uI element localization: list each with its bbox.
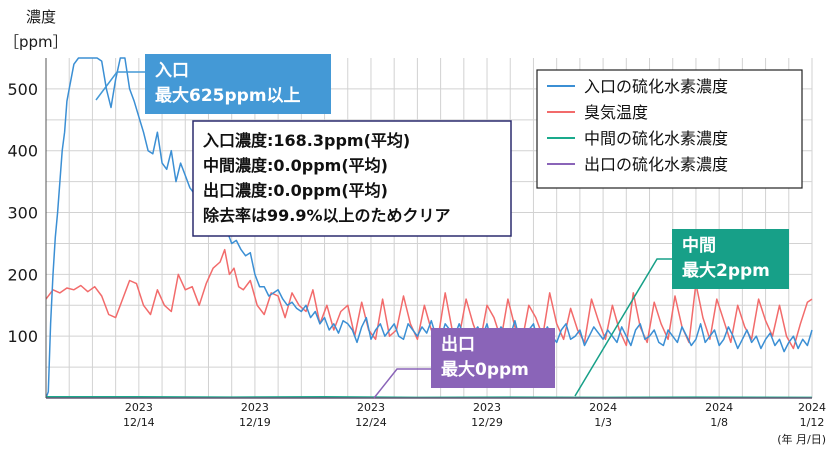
callout-line: 最大625ppm以上 [155, 85, 301, 106]
legend-label: 出口の硫化水素濃度 [584, 155, 728, 174]
y-unit-line-2: ［ppm］ [4, 33, 68, 51]
x-tick-year: 2023 [125, 401, 153, 414]
x-tick-date: 1/3 [594, 416, 612, 429]
x-unit: (年 月/日) [777, 432, 826, 446]
x-tick-date: 1/12 [800, 416, 825, 429]
callout-box [431, 328, 555, 388]
x-tick-date: 12/19 [239, 416, 271, 429]
y-tick-label: 300 [7, 204, 38, 223]
callout-line: 入口 [155, 61, 189, 81]
y-tick-label: 400 [7, 142, 38, 161]
x-tick-date: 1/8 [710, 416, 728, 429]
callout-line: 最大2ppm [682, 260, 770, 281]
stats-box-frame [192, 120, 512, 237]
series-line-1 [45, 57, 813, 399]
x-tick-year: 2023 [241, 401, 269, 414]
callout-line: 中間 [682, 235, 716, 256]
y-tick-label: 100 [7, 327, 38, 346]
y-axis: 100 200 300 400 500 [7, 80, 38, 346]
stats-line: 出口濃度:0.0ppm(平均) [203, 181, 388, 200]
callout-line: 出口 [441, 334, 475, 355]
x-tick-year: 2024 [589, 401, 617, 414]
x-tick-year: 2024 [705, 401, 733, 414]
x-tick-year: 2023 [473, 401, 501, 414]
axis-units: 濃度 ［ppm］ (年 月/日) [4, 8, 826, 446]
legend-label: 入口の硫化水素濃度 [584, 77, 728, 96]
callout-leader [95, 71, 145, 101]
callout-line: 最大0ppm [441, 359, 529, 380]
legend-label: 中間の硫化水素濃度 [584, 129, 728, 148]
callout-leader [373, 368, 431, 399]
stats-line: 入口濃度:168.3ppm(平均) [203, 131, 410, 150]
stats-line: 中間濃度:0.0ppm(平均) [203, 156, 388, 175]
x-tick-date: 12/14 [123, 416, 155, 429]
legend-label: 臭気温度 [584, 103, 648, 122]
callout-box [672, 229, 789, 289]
plot-frame [45, 58, 812, 399]
stats-box: 入口濃度:168.3ppm(平均) 中間濃度:0.0ppm(平均) 出口濃度:0.0… [192, 120, 512, 237]
y-tick-label: 500 [7, 80, 38, 99]
y-tick-label: 200 [7, 265, 38, 284]
x-tick-date: 12/24 [355, 416, 387, 429]
y-unit-line-1: 濃度 [26, 8, 56, 26]
legend-frame [536, 69, 803, 189]
x-tick-year: 2024 [798, 401, 826, 414]
x-tick-date: 12/29 [471, 416, 503, 429]
callout-leader [574, 258, 672, 397]
stats-line: 除去率は99.9%以上のためクリア [203, 206, 451, 225]
callout-box [145, 54, 331, 114]
x-axis: 2023 12/14 2023 12/19 2023 12/24 2023 12/29 2024… [123, 401, 826, 429]
x-tick-year: 2023 [357, 401, 385, 414]
